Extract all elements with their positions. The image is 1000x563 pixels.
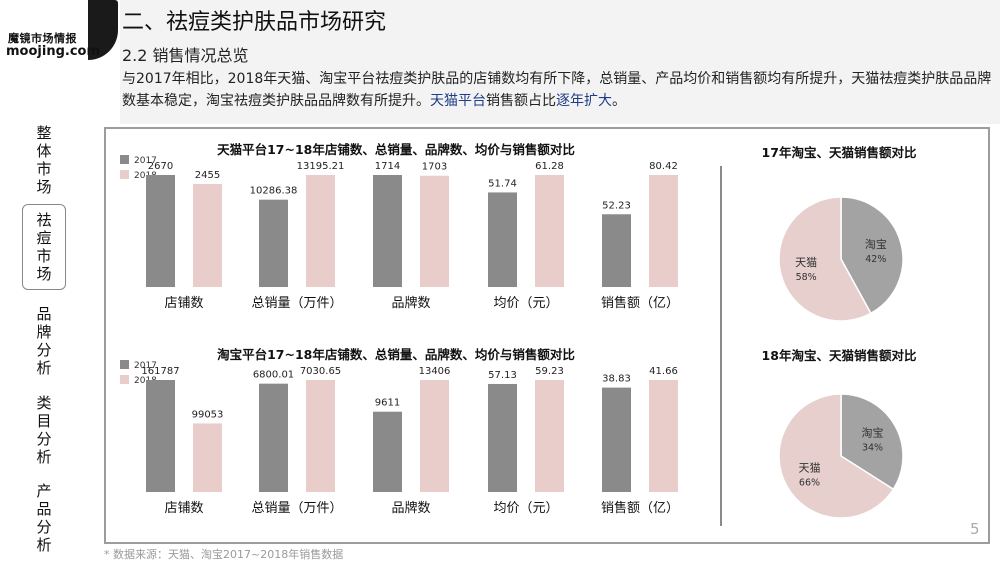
bar-2017: [146, 380, 175, 492]
bar-chart-title: 天猫平台17~18年店铺数、总销量、品牌数、均价与销售额对比: [217, 142, 575, 157]
data-label: 41.66: [649, 366, 678, 377]
legend-swatch-2018: [120, 170, 129, 179]
legend-label-2017: 2017: [134, 156, 157, 166]
bar-2018: [193, 184, 222, 287]
category-label: 销售额（亿）: [601, 500, 679, 516]
data-label: 7030.65: [300, 366, 341, 377]
bar-2017: [146, 175, 175, 287]
brand-name-en: moojing.com: [6, 44, 101, 59]
bar-2018: [649, 175, 678, 287]
bar-2018: [193, 423, 222, 492]
bar-2017: [488, 383, 517, 492]
nav-item-brand-analysis[interactable]: 品牌分析: [36, 305, 52, 377]
category-label: 总销量（万件）: [251, 501, 342, 516]
panel-divider: [720, 166, 722, 526]
data-label: 161787: [141, 366, 179, 377]
data-label: 10286.38: [250, 186, 298, 197]
page-title: 二、祛痘类护肤品市场研究: [122, 10, 387, 35]
bar-2017: [373, 175, 402, 287]
pie-slice: [840, 196, 904, 315]
pie-slice: [778, 393, 895, 519]
data-label: 38.83: [602, 374, 631, 385]
summary-end: 。: [612, 93, 626, 109]
nav-item-overall-market[interactable]: 整体市场: [36, 124, 52, 196]
pie-slice-name: 天猫: [795, 256, 817, 269]
summary-share: 销售额占比: [486, 93, 556, 109]
data-label: 51.74: [488, 178, 517, 189]
bar-2018: [420, 175, 449, 287]
bar-2018: [306, 380, 335, 492]
pie-slice-name: 淘宝: [862, 426, 884, 440]
legend-label-2018: 2018: [134, 171, 157, 181]
bar-chart-title: 淘宝平台17~18年店铺数、总销量、品牌数、均价与销售额对比: [217, 347, 575, 362]
pie-chart-title: 17年淘宝、天猫销售额对比: [762, 145, 917, 160]
pie-slice-label: 66%: [799, 477, 820, 488]
bar-2018: [420, 380, 449, 492]
bar-2017: [259, 383, 288, 492]
bar-2018: [649, 380, 678, 492]
legend-label-2017: 2017: [134, 361, 157, 371]
data-label: 59.23: [535, 366, 564, 377]
legend-swatch-2018: [120, 375, 129, 384]
category-label: 销售额（亿）: [601, 295, 679, 311]
pie-slice-label: 58%: [796, 272, 817, 283]
pie-slice-name: 天猫: [798, 461, 820, 474]
bar-2018: [535, 175, 564, 287]
nav-item-product-analysis[interactable]: 产品分析: [36, 482, 52, 554]
bar-2017: [488, 192, 517, 287]
data-label: 6800.01: [253, 370, 294, 381]
pie-slice-label: 34%: [862, 443, 883, 454]
data-label: 13406: [419, 366, 451, 377]
pie-slice-name: 淘宝: [865, 237, 887, 251]
data-label: 1714: [375, 161, 400, 172]
sidebar: 魔镜市场情报 moojing.com 整体市场 祛痘市场 品牌分析 类目分析 产…: [0, 0, 118, 563]
data-label: 80.42: [649, 161, 678, 172]
category-label: 均价（元）: [493, 296, 558, 311]
data-label: 57.13: [488, 370, 517, 381]
summary-highlight-growth: 逐年扩大: [556, 93, 612, 109]
bar-2017: [373, 411, 402, 492]
category-label: 总销量（万件）: [251, 296, 342, 311]
pie-slice: [778, 196, 872, 322]
data-label: 2455: [195, 170, 220, 181]
nav-item-acne-market[interactable]: 祛痘市场: [22, 204, 66, 290]
category-label: 品牌数: [391, 500, 430, 516]
legend-swatch-2017: [120, 360, 129, 369]
summary-text: 与2017年相比，2018年天猫、淘宝平台祛痘类护肤品的店铺数均有所下降，总销量…: [122, 68, 992, 112]
page-number: 5: [970, 520, 980, 538]
data-label: 99053: [192, 409, 224, 420]
data-label: 52.23: [602, 200, 631, 211]
data-label: 13195.21: [297, 161, 345, 172]
legend-label-2018: 2018: [134, 376, 157, 386]
category-label: 店铺数: [164, 296, 203, 311]
bar-2017: [259, 199, 288, 287]
data-label: 1703: [422, 162, 447, 173]
data-label: 61.28: [535, 161, 564, 172]
category-label: 均价（元）: [493, 501, 558, 516]
header-band: [120, 0, 1000, 124]
pie-chart-title: 18年淘宝、天猫销售额对比: [762, 348, 917, 363]
bar-2017: [602, 214, 631, 287]
bar-2017: [602, 387, 631, 492]
brand-name-cn: 魔镜市场情报: [8, 32, 77, 45]
legend-swatch-2017: [120, 155, 129, 164]
data-source-footnote: * 数据来源：天猫、淘宝2017~2018年销售数据: [104, 548, 344, 561]
data-label: 9611: [375, 398, 400, 409]
nav-item-category-analysis[interactable]: 类目分析: [36, 394, 52, 466]
summary-main: 与2017年相比，2018年天猫、淘宝平台祛痘类护肤品的店铺数均有所下降，总销量…: [122, 71, 992, 109]
section-subtitle: 2.2 销售情况总览: [122, 46, 249, 65]
bar-2018: [535, 380, 564, 492]
data-label: 2670: [148, 161, 173, 172]
bar-2018: [306, 175, 335, 287]
summary-highlight-tmall: 天猫平台: [430, 93, 486, 109]
pie-slice-label: 42%: [865, 254, 886, 265]
category-label: 店铺数: [164, 501, 203, 516]
category-label: 品牌数: [391, 295, 430, 311]
